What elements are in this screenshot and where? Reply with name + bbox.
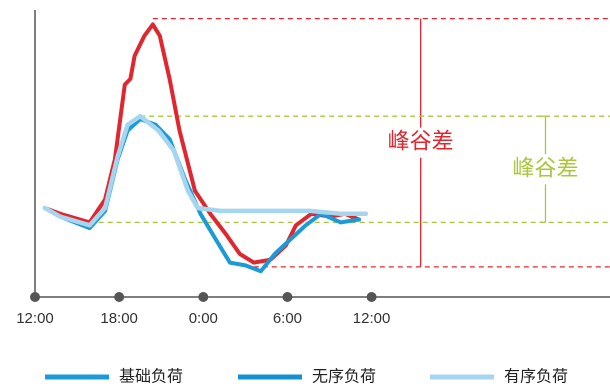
annotation-bg — [380, 127, 461, 158]
legend-label: 有序负荷 — [504, 367, 568, 386]
legend-label: 基础负荷 — [119, 367, 183, 386]
x-tick-label: 18:00 — [100, 310, 138, 327]
x-tick-dot — [114, 292, 125, 302]
x-tick-label: 0:00 — [189, 310, 218, 327]
annotation-label: 峰谷差 — [388, 130, 454, 155]
data-line — [42, 117, 361, 274]
x-tick-label: 6:00 — [273, 310, 302, 327]
data-line — [42, 113, 369, 228]
x-tick-dot — [366, 292, 377, 302]
annotation-label: 峰谷差 — [512, 156, 578, 181]
x-tick-label: 12:00 — [353, 310, 391, 327]
x-tick-label: 12:00 — [16, 310, 54, 327]
x-tick-dot — [30, 292, 40, 302]
x-tick-dot — [282, 292, 293, 302]
annotation-bg — [505, 154, 586, 185]
legend-label: 无序负荷 — [312, 367, 376, 386]
x-tick-dot — [198, 292, 209, 302]
